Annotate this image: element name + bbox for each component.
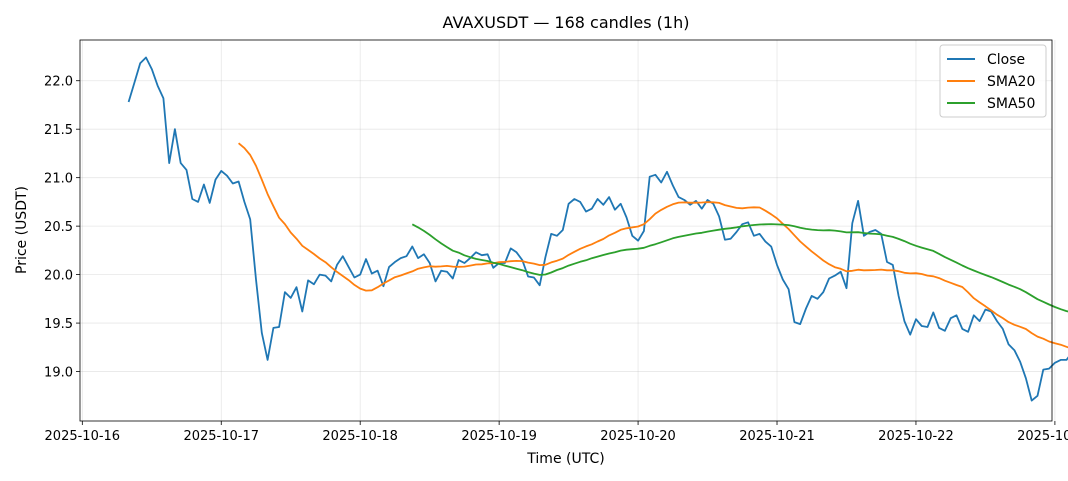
- y-tick-label: 20.0: [44, 269, 73, 284]
- legend: Close SMA20 SMA50: [939, 44, 1047, 118]
- y-tick-label: 21.0: [44, 172, 73, 187]
- x-tick-label: 2025-10-22: [878, 429, 954, 444]
- legend-label-sma20: SMA20: [987, 74, 1035, 90]
- y-tick-label: 21.5: [44, 123, 73, 138]
- y-tick-label: 22.0: [44, 75, 73, 90]
- x-axis-label: Time (UTC): [526, 451, 604, 467]
- x-tick-label: 2025-10-18: [322, 429, 398, 444]
- x-tick-label: 2025-10-21: [739, 429, 815, 444]
- plot-area-frame: [79, 39, 1053, 422]
- y-tick-label: 19.5: [44, 317, 73, 332]
- legend-box: [939, 44, 1047, 118]
- y-tick-label: 19.0: [44, 366, 73, 381]
- x-tick-label: 2025-10-23: [1017, 429, 1068, 444]
- x-tick-label: 2025-10-17: [183, 429, 259, 444]
- chart-title: AVAXUSDT — 168 candles (1h): [443, 13, 690, 32]
- grid: [80, 40, 1056, 421]
- x-tick-label: 2025-10-19: [461, 429, 537, 444]
- series-line-sma20: [238, 142, 1068, 349]
- x-tick-label: 2025-10-16: [45, 429, 121, 444]
- axis-ticks: 2025-10-16 2025-10-17 2025-10-18 2025-10-19…: [44, 75, 1068, 444]
- legend-label-close: Close: [987, 52, 1025, 68]
- y-axis-label: Price (USDT): [14, 186, 30, 274]
- series-line-sma50: [411, 223, 1068, 313]
- legend-label-sma50: SMA50: [987, 96, 1035, 112]
- series-line-close: [127, 56, 1068, 402]
- series-lines: [127, 56, 1068, 402]
- y-tick-label: 20.5: [44, 220, 73, 235]
- x-tick-label: 2025-10-20: [600, 429, 676, 444]
